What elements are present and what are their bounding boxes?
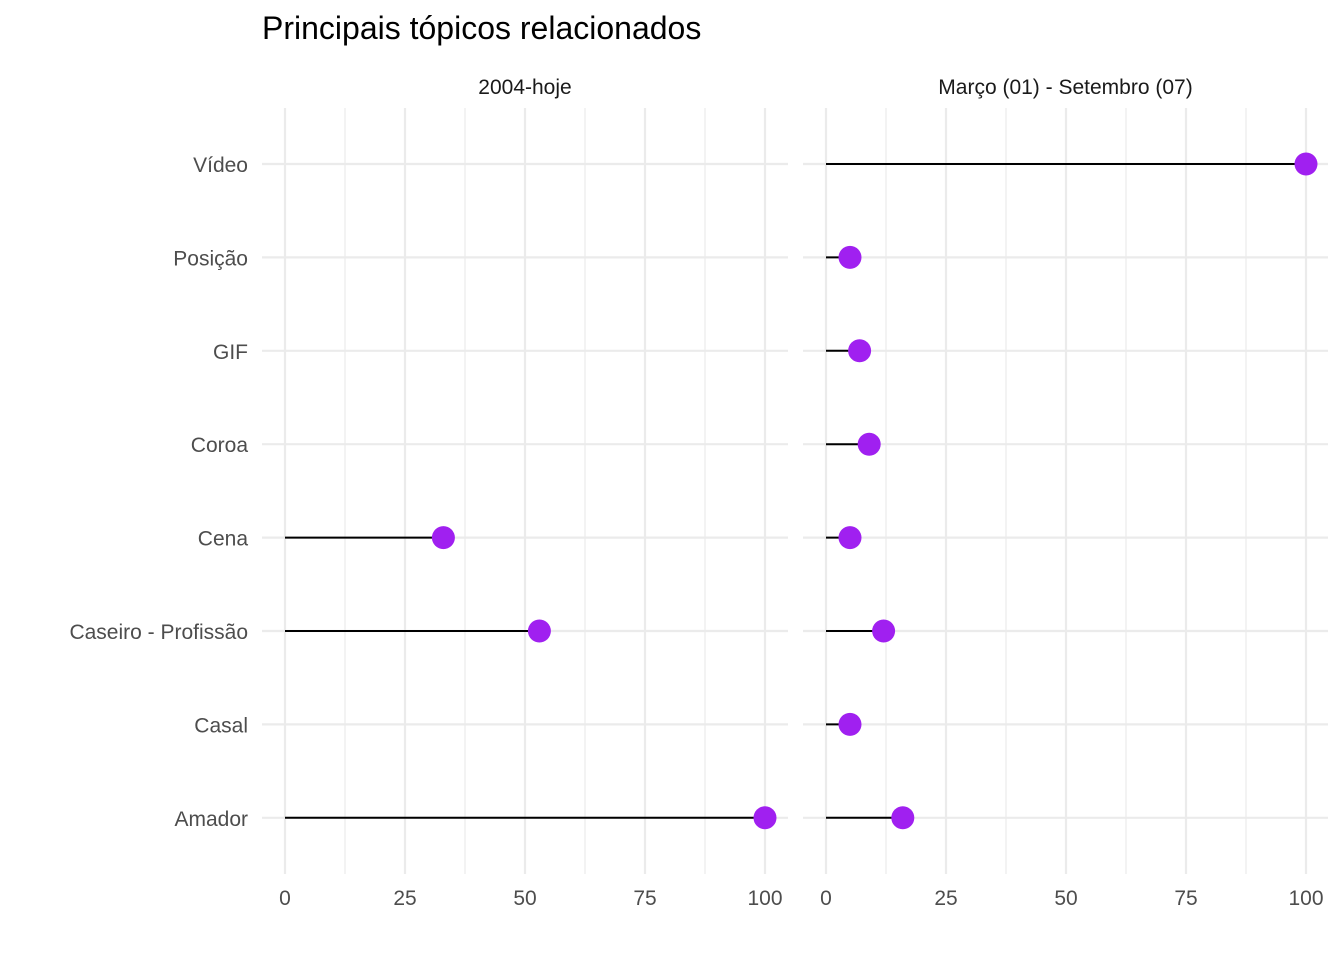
y-tick-label: Cena (198, 528, 249, 551)
y-tick-label: GIF (213, 341, 248, 364)
data-point-amador (891, 806, 915, 830)
y-tick-label: Posição (173, 247, 248, 270)
x-tick-label: 50 (513, 887, 536, 910)
x-tick-label: 75 (1174, 887, 1197, 910)
x-tick-label: 25 (934, 887, 957, 910)
data-point-casal (838, 712, 862, 736)
x-tick-label: 25 (393, 887, 416, 910)
data-point-cena (431, 526, 455, 550)
data-point-caseiro-profissao (872, 619, 896, 643)
x-tick-label: 0 (820, 887, 832, 910)
panel-strip-label: Março (01) - Setembro (07) (938, 76, 1192, 99)
x-tick-label: 50 (1054, 887, 1077, 910)
y-tick-label: Casal (194, 714, 248, 737)
data-point-posicao (838, 245, 862, 269)
x-tick-label: 0 (279, 887, 291, 910)
data-point-caseiro-profissao (527, 619, 551, 643)
chart-title: Principais tópicos relacionados (262, 10, 702, 46)
data-point-gif (848, 339, 872, 363)
data-point-video (1294, 152, 1318, 176)
y-tick-label: Coroa (191, 434, 249, 457)
x-tick-label: 100 (747, 887, 782, 910)
data-point-amador (753, 806, 777, 830)
data-point-cena (838, 526, 862, 550)
y-tick-label: Vídeo (193, 154, 248, 177)
y-tick-label: Amador (174, 808, 248, 831)
x-tick-label: 75 (633, 887, 656, 910)
panel-strip-label: 2004-hoje (478, 76, 571, 99)
y-tick-label: Caseiro - Profissão (69, 621, 248, 644)
x-tick-label: 100 (1288, 887, 1323, 910)
data-point-coroa (857, 432, 881, 456)
